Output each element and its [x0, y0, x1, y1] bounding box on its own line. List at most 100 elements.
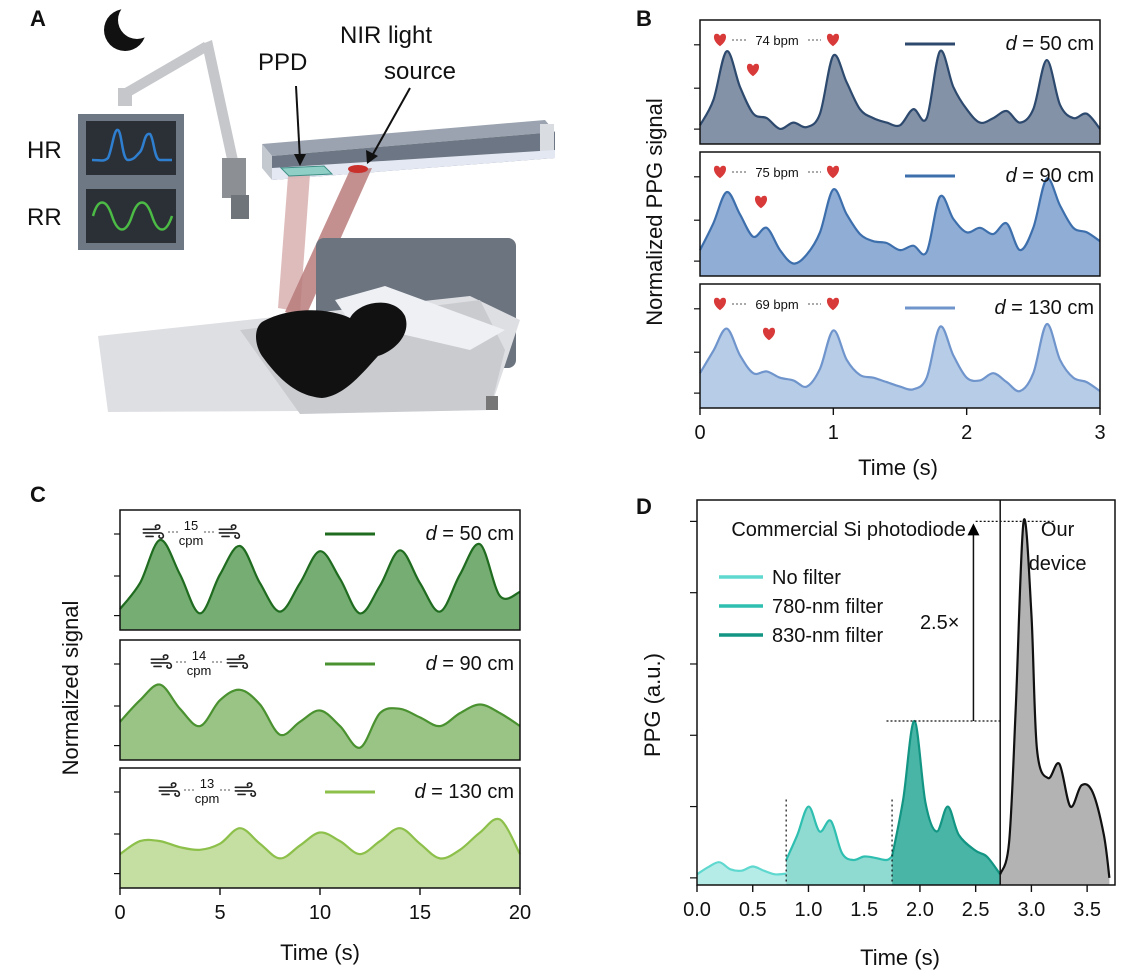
chartC-series-2-legend-label: d = 90 cm: [426, 653, 514, 675]
chartB-xtick-label-3: 3: [1094, 422, 1105, 444]
chartB-series-3-rate-bg: [748, 295, 806, 313]
light-bar: [262, 120, 555, 180]
panel-d-legend-label-3: 830-nm filter: [772, 625, 883, 647]
panel-d: D PPG (a.u.) Time (s) 0.0 0.5 1.0 1.5 2.0 2.5…: [636, 494, 1116, 970]
chartB-series-2-heart-icon: [826, 165, 840, 179]
ppd-sensor: [279, 165, 334, 177]
panel-d-xtick-label-5: 2.5: [962, 899, 990, 921]
panel-b-letter: B: [636, 6, 652, 31]
chartC-series-3-breath-icon: [234, 782, 257, 798]
moon-icon: [104, 1, 156, 51]
rr-waveform: [91, 201, 174, 231]
ppd-pointer-arrow: [295, 85, 301, 161]
chartB-series-1-rate-bg: [748, 31, 806, 49]
panel-d-series-1-line: [696, 861, 787, 876]
rr-label: RR: [27, 204, 62, 231]
chartC-series-3-area: [120, 818, 520, 888]
panel-b-xlabel: Time (s): [858, 455, 938, 480]
chartB-series-3-area: [700, 323, 1100, 408]
chartB-series-1-heart-icon: [713, 33, 727, 47]
chartC-xtick-label-20: 20: [509, 902, 531, 924]
chartC-series-1-frame: [119, 509, 521, 631]
panel-c: C Normalized signal Time (s) d = 50 cm 15…: [30, 482, 531, 965]
panel-d-xtick-label-6: 3.0: [1017, 899, 1045, 921]
panel-d-frame: [696, 499, 1116, 886]
chartC-series-2-area: [120, 684, 520, 760]
chartC-series-2-frame: [119, 639, 521, 761]
chartC-xtick-label-10: 10: [309, 902, 331, 924]
chartC-series-1-rate-unit: cpm: [179, 533, 204, 548]
nir-label-line1: NIR light: [340, 22, 432, 49]
panel-d-xtick-label-3: 1.5: [850, 899, 878, 921]
chartB-xtick-label-0: 0: [694, 422, 705, 444]
panel-a: A HR RR PPD NIR light source: [27, 1, 555, 414]
chartC-series-3-breath-icon: [158, 782, 181, 798]
panel-d-xtick-label-1: 0.5: [739, 899, 767, 921]
panel-d-series-1-area: [697, 862, 787, 885]
panel-d-series-4-line: [999, 518, 1111, 879]
panel-d-right-title-line1: Our: [1041, 519, 1075, 541]
chartC-series-1-legend-label: d = 50 cm: [426, 523, 514, 545]
chartB-series-2-legend-label: d = 90 cm: [1006, 165, 1094, 187]
chartB-xtick-label-1: 1: [828, 422, 839, 444]
chartC-series-1-rate-label: 15: [184, 518, 198, 533]
panel-d-fold-arrowhead: [967, 523, 980, 536]
panel-d-xlabel: Time (s): [860, 945, 940, 970]
chartB-series-1-legend-label: d = 50 cm: [1006, 33, 1094, 55]
chartB-series-2-frame: [699, 151, 1101, 277]
panel-d-series-3-area: [892, 720, 1001, 885]
hr-label: HR: [27, 137, 62, 164]
chartC-xtick-label-0: 0: [114, 902, 125, 924]
panel-d-series-3-line: [891, 719, 1002, 875]
hr-monitor: [78, 114, 184, 182]
chartB-series-1-frame: [699, 19, 1101, 145]
chartC-series-2-line: [119, 683, 521, 749]
hr-waveform: [91, 128, 172, 162]
panel-d-xtick-label-2: 1.0: [795, 899, 823, 921]
chartB-series-3-heart-icon: [713, 297, 727, 311]
panel-d-xtick-label-7: 3.5: [1073, 899, 1101, 921]
chartC-series-3-rate-label: 13: [200, 776, 214, 791]
panel-c-letter: C: [30, 482, 46, 507]
panel-d-ylabel: PPG (a.u.): [640, 653, 665, 757]
chartC-series-2-rate-label: 14: [192, 648, 206, 663]
chartB-series-3-heart-icon: [826, 297, 840, 311]
panel-d-right-title-line2: device: [1029, 553, 1087, 575]
chartC-series-3-legend-label: d = 130 cm: [414, 781, 514, 803]
chartB-xtick-label-2: 2: [961, 422, 972, 444]
chartC-series-1-line: [119, 538, 521, 615]
panel-d-plot: 0.0 0.5 1.0 1.5 2.0 2.5 3.0 3.5 Commercial Si ph…: [683, 499, 1116, 921]
ppd-label: PPD: [258, 49, 307, 76]
chartC-series-2-breath-icon: [150, 654, 173, 670]
monitor-arm: [118, 40, 249, 219]
chartC-series-1-breath-icon: [142, 524, 165, 540]
chartC-xtick-label-15: 15: [409, 902, 431, 924]
nir-label-line2: source: [384, 58, 456, 85]
person-silhouette: [256, 302, 407, 398]
chartB-series-1-line: [699, 49, 1101, 131]
chartB-series-3-heart-icon: [762, 327, 776, 341]
chartB-series-1-heart-icon: [746, 63, 760, 77]
chartB-series-2-heart-icon: [754, 195, 768, 209]
panel-c-xlabel: Time (s): [280, 940, 360, 965]
chartB-series-2-area: [700, 178, 1100, 276]
panel-d-xtick-label-4: 2.0: [906, 899, 934, 921]
nir-pointer-arrow: [371, 87, 411, 157]
panel-d-xtick-label-0: 0.0: [683, 899, 711, 921]
panel-b-ylabel: Normalized PPG signal: [642, 98, 667, 325]
panel-a-letter: A: [30, 6, 46, 31]
chartC-series-1-rate-bg: [178, 516, 204, 546]
chartC-series-3-rate-bg: [194, 774, 220, 804]
chartB-series-2-rate-bg: [748, 163, 806, 181]
chartB-series-3-legend-label: d = 130 cm: [994, 297, 1094, 319]
chartB-series-3-line: [699, 322, 1101, 393]
chartB-series-2-line: [699, 177, 1101, 265]
chartB-series-1-area: [700, 50, 1100, 145]
panel-b-plot: d = 50 cm 74 bpm d = 90 cm 75 bpm d = 130 cm…: [694, 19, 1106, 444]
panel-d-left-title: Commercial Si photodiode: [731, 519, 966, 541]
chartB-series-1-rate-label: 74 bpm: [755, 33, 798, 48]
chartB-series-2-rate-label: 75 bpm: [755, 165, 798, 180]
panel-d-series-2-line: [785, 805, 893, 862]
